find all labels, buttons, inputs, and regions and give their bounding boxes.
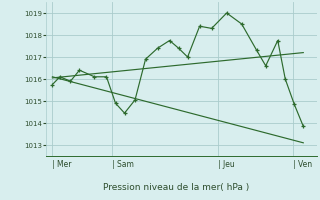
Text: | Mer: | Mer: [52, 160, 72, 169]
Text: | Jeu: | Jeu: [218, 160, 235, 169]
Text: | Ven: | Ven: [293, 160, 312, 169]
Text: Pression niveau de la mer( hPa ): Pression niveau de la mer( hPa ): [103, 183, 249, 192]
Text: | Sam: | Sam: [113, 160, 134, 169]
